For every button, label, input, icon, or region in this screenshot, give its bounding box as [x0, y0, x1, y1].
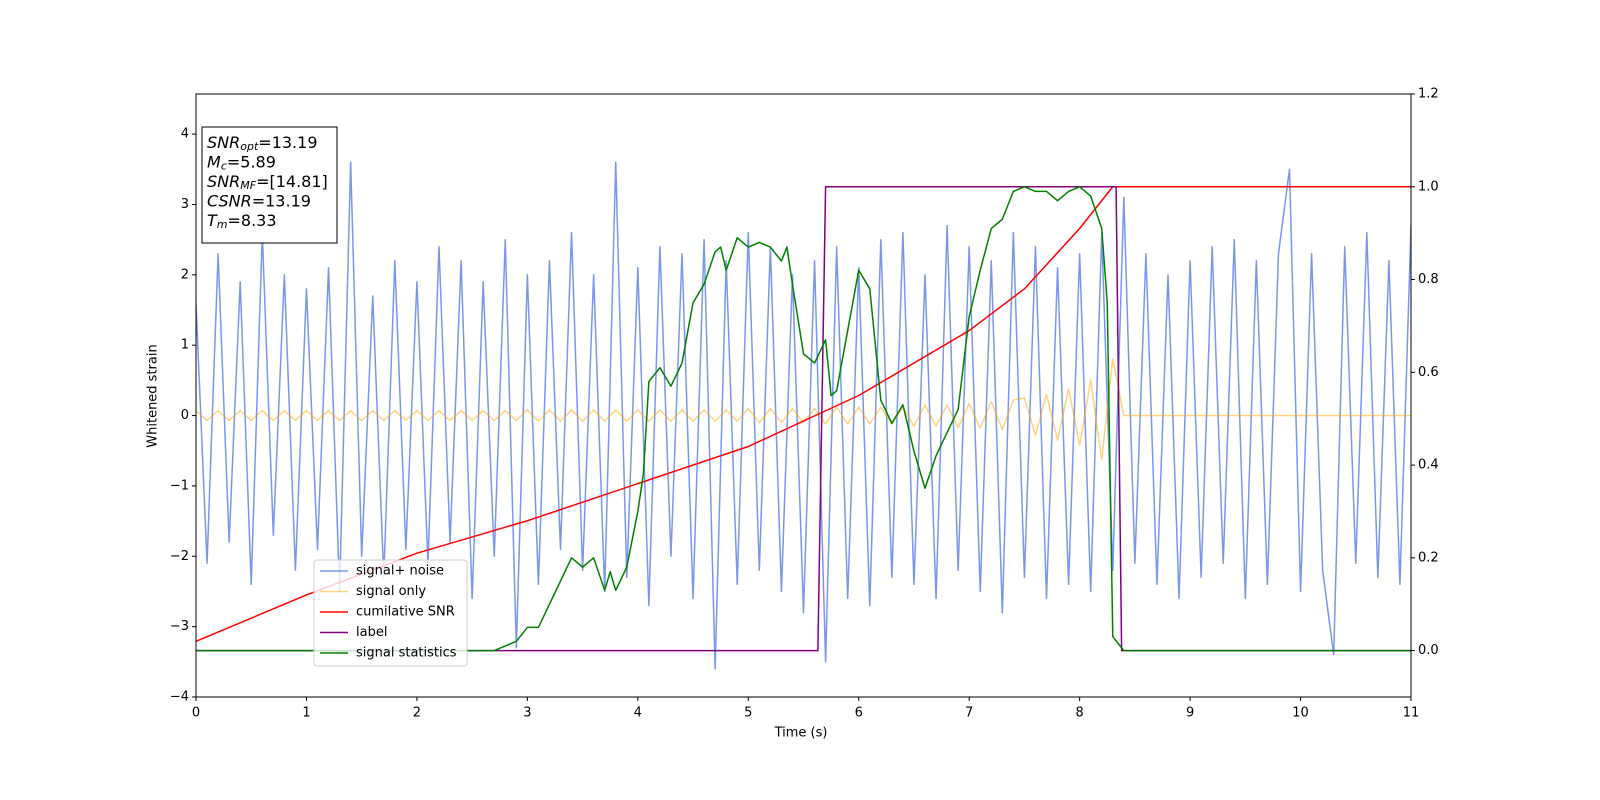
- stat-sub: MF: [240, 179, 256, 192]
- stat-line: CSNR=13.19: [207, 191, 311, 210]
- stats-box: SNRopt=13.19Mc=5.89SNRMF=[14.81]CSNR=13.…: [201, 126, 338, 244]
- stat-name: T: [207, 211, 218, 230]
- stat-name: SNR: [207, 172, 240, 191]
- stat-line: SNRMF=[14.81]: [207, 172, 328, 193]
- stat-value: =13.19: [252, 191, 311, 210]
- legend-label: label: [356, 625, 387, 640]
- legend: signal+ noise signal only cumilative SNR la…: [313, 559, 468, 667]
- stat-name: SNR: [207, 133, 240, 152]
- y-tick-label: 1: [181, 338, 189, 353]
- stat-line: Mc=5.89: [207, 152, 276, 173]
- y-tick-label: 2: [181, 267, 189, 282]
- stats-frame: [201, 126, 338, 244]
- stat-value: =13.19: [258, 133, 317, 152]
- stat-line: Tm=8.33: [207, 211, 277, 232]
- legend-label: signal only: [356, 584, 426, 599]
- legend-label: signal+ noise: [356, 564, 444, 579]
- series-line: [196, 161, 1411, 670]
- y2-tick-label: 1.0: [1418, 179, 1439, 194]
- x-tick-label: 4: [634, 706, 642, 721]
- x-tick-label: 2: [413, 706, 421, 721]
- y2-tick-label: 0.0: [1418, 643, 1439, 658]
- stat-sub: c: [221, 160, 227, 173]
- y2-tick-label: 0.8: [1418, 272, 1439, 287]
- stat-name: M: [207, 152, 221, 171]
- x-tick-label: 11: [1403, 706, 1420, 721]
- x-tick-label: 6: [855, 706, 863, 721]
- y-axis-label: Whitened strain: [146, 344, 161, 447]
- stat-line: SNRopt=13.19: [207, 133, 318, 154]
- stat-name: CSNR: [207, 191, 252, 210]
- y-tick-label: −4: [170, 690, 189, 705]
- x-tick-label: 3: [523, 706, 531, 721]
- legend-label: signal statistics: [356, 646, 457, 661]
- y-tick-label: 4: [181, 127, 189, 142]
- stat-sub: m: [217, 218, 228, 231]
- x-tick-label: 0: [192, 706, 200, 721]
- y-tick-label: −3: [170, 619, 189, 634]
- y2-tick-label: 0.2: [1418, 550, 1439, 565]
- y2-tick-label: 0.6: [1418, 365, 1439, 380]
- x-tick-label: 8: [1075, 706, 1083, 721]
- stat-sub: opt: [240, 140, 259, 153]
- stat-value: =8.33: [228, 211, 277, 230]
- x-tick-label: 5: [744, 706, 752, 721]
- x-tick-label: 9: [1186, 706, 1194, 721]
- x-tick-label: 7: [965, 706, 973, 721]
- x-axis-label: Time (s): [774, 726, 828, 741]
- y-tick-label: −2: [170, 549, 189, 564]
- series-line: [196, 186, 1411, 652]
- y2-tick-label: 0.4: [1418, 458, 1439, 473]
- y-tick-label: 0: [181, 408, 189, 423]
- x-tick-label: 10: [1292, 706, 1309, 721]
- axes-frame: [195, 93, 1412, 698]
- y2-tick-label: 1.2: [1418, 87, 1439, 102]
- legend-label: cumilative SNR: [356, 605, 455, 620]
- stat-value: =[14.81]: [256, 172, 328, 191]
- stat-value: =5.89: [227, 152, 276, 171]
- legend-frame: [313, 559, 468, 667]
- series-line: [196, 358, 1411, 460]
- x-tick-label: 1: [302, 706, 310, 721]
- y-tick-label: −1: [170, 478, 189, 493]
- y-tick-label: 3: [181, 197, 189, 212]
